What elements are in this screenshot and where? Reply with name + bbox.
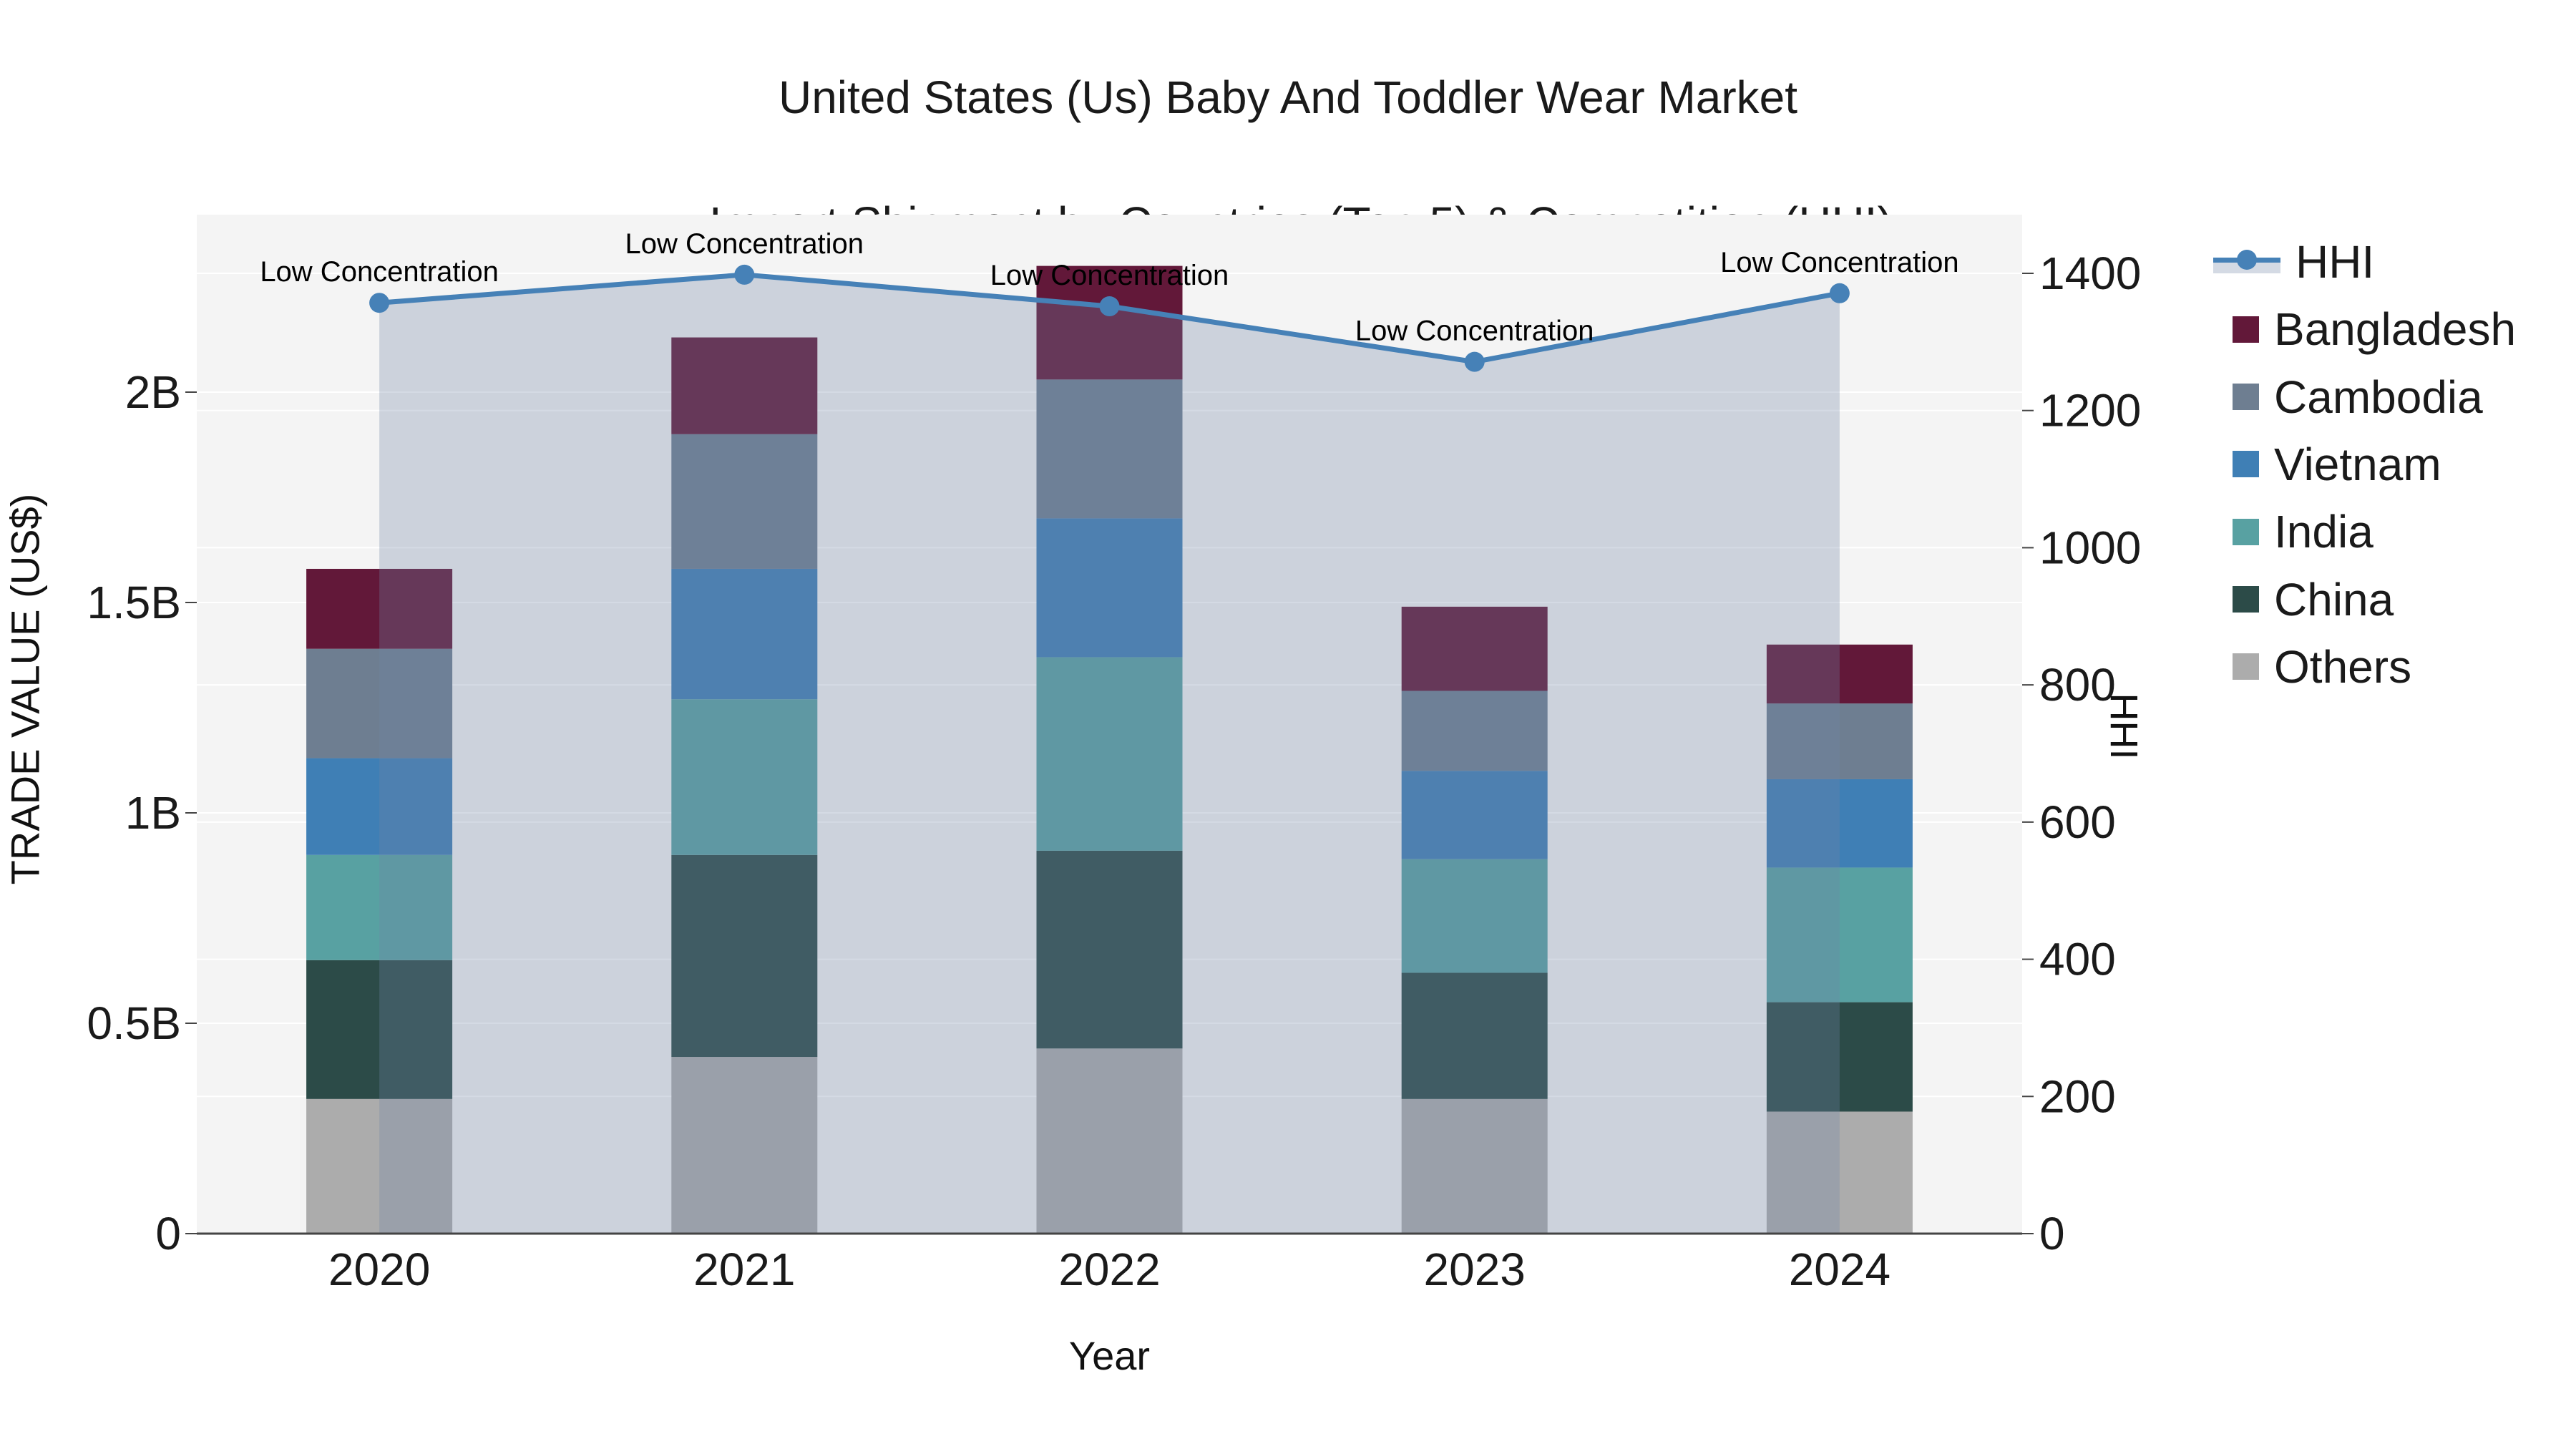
bar-segment-india-2020[interactable] <box>306 854 453 960</box>
bar-segment-india-2021[interactable] <box>671 699 818 855</box>
bar-segment-china-2023[interactable] <box>1401 972 1548 1099</box>
chart-title-line1: United States (Us) Baby And Toddler Wear… <box>778 72 1798 123</box>
x-axis-title: Year <box>1068 1333 1151 1378</box>
bar-segment-cambodia-2024[interactable] <box>1766 703 1913 779</box>
hhi-area-fill <box>379 274 1840 1234</box>
legend-swatch-india <box>2233 518 2259 545</box>
bar-segment-cambodia-2020[interactable] <box>306 648 453 758</box>
bar-segment-vietnam-2022[interactable] <box>1036 518 1183 658</box>
legend-item-cambodia[interactable]: Cambodia <box>2213 364 2483 431</box>
annotation-2022: Low Concentration <box>990 260 1229 291</box>
annotation-2020: Low Concentration <box>260 256 499 288</box>
x-tick-label-2024: 2024 <box>1789 1244 1890 1295</box>
bar-segment-china-2020[interactable] <box>306 960 453 1099</box>
bar-segment-others-2021[interactable] <box>671 1057 818 1234</box>
legend-item-china[interactable]: China <box>2213 566 2394 633</box>
bar-segment-bangladesh-2022[interactable] <box>1036 265 1183 380</box>
legend-item-hhi[interactable]: HHI <box>2213 228 2374 296</box>
y-left-axis-title: TRADE VALUE (US$) <box>2 493 48 885</box>
y-right-tick-label: 1400 <box>2039 248 2141 299</box>
legend-item-bangladesh[interactable]: Bangladesh <box>2213 296 2516 363</box>
hhi-line-sample-icon <box>2213 248 2280 276</box>
bar-segment-china-2022[interactable] <box>1036 850 1183 1049</box>
bar-segment-others-2023[interactable] <box>1401 1098 1548 1234</box>
bar-segment-china-2024[interactable] <box>1766 1002 1913 1112</box>
x-tick-label-2021: 2021 <box>693 1244 795 1295</box>
legend-label-cambodia: Cambodia <box>2274 371 2483 423</box>
y-right-axis-title: HHI <box>2102 693 2145 760</box>
bar-segment-vietnam-2021[interactable] <box>671 568 818 700</box>
legend-swatch-others <box>2233 653 2259 680</box>
bar-segment-cambodia-2023[interactable] <box>1401 691 1548 771</box>
legend-label-others: Others <box>2274 640 2412 693</box>
hhi-marker-2022[interactable] <box>1099 296 1120 317</box>
bar-segment-china-2021[interactable] <box>671 854 818 1058</box>
y-left-tick-label: 2B <box>125 366 181 418</box>
bar-segment-cambodia-2021[interactable] <box>671 434 818 569</box>
legend-swatch-china <box>2233 586 2259 613</box>
y-right-tick-label: 1000 <box>2039 522 2141 573</box>
y-left-tick-label: 0.5B <box>87 997 181 1049</box>
x-tick-label-2020: 2020 <box>328 1244 430 1295</box>
bar-segment-bangladesh-2020[interactable] <box>306 568 453 649</box>
bar-segment-india-2023[interactable] <box>1401 859 1548 973</box>
bar-segment-cambodia-2022[interactable] <box>1036 379 1183 519</box>
legend-label-india: India <box>2274 506 2373 558</box>
y-right-tick-label: 400 <box>2039 934 2116 985</box>
y-right-tick-label: 0 <box>2039 1208 2065 1259</box>
legend-label-china: China <box>2274 573 2394 625</box>
bar-segment-vietnam-2020[interactable] <box>306 758 453 855</box>
hhi-marker-2024[interactable] <box>1829 283 1850 303</box>
bar-segment-bangladesh-2021[interactable] <box>671 337 818 434</box>
hhi-marker-2023[interactable] <box>1464 351 1485 372</box>
legend-item-others[interactable]: Others <box>2213 633 2411 701</box>
x-tick-label-2022: 2022 <box>1058 1244 1160 1295</box>
x-tick-label-2023: 2023 <box>1424 1244 1526 1295</box>
y-right-tick-label: 200 <box>2039 1070 2116 1122</box>
bar-segment-india-2022[interactable] <box>1036 657 1183 851</box>
legend-item-india[interactable]: India <box>2213 498 2373 565</box>
bar-segment-vietnam-2023[interactable] <box>1401 771 1548 859</box>
legend-swatch-vietnam <box>2233 451 2259 478</box>
bar-segment-vietnam-2024[interactable] <box>1766 779 1913 868</box>
y-left-tick-label: 1B <box>125 787 181 839</box>
bar-segment-india-2024[interactable] <box>1766 867 1913 1002</box>
annotation-2023: Low Concentration <box>1355 316 1594 347</box>
bar-segment-others-2022[interactable] <box>1036 1048 1183 1234</box>
axis-ticks <box>185 273 2034 1234</box>
bar-segment-bangladesh-2024[interactable] <box>1766 644 1913 704</box>
bar-segment-bangladesh-2023[interactable] <box>1401 606 1548 691</box>
annotation-2024: Low Concentration <box>1720 247 1959 278</box>
y-right-tick-label: 800 <box>2039 659 2116 711</box>
legend-swatch-cambodia <box>2233 384 2259 411</box>
bar-series-group <box>306 265 1913 1234</box>
y-right-tick-label: 1200 <box>2039 385 2141 436</box>
y-left-tick-label: 0 <box>155 1208 181 1259</box>
bar-segment-others-2024[interactable] <box>1766 1111 1913 1234</box>
bar-segment-others-2020[interactable] <box>306 1098 453 1234</box>
hhi-marker-2020[interactable] <box>369 293 390 313</box>
y-left-tick-label: 1.5B <box>87 577 181 628</box>
legend-label-bangladesh: Bangladesh <box>2274 303 2517 356</box>
hhi-marker-swatch <box>2237 250 2257 270</box>
legend-label-vietnam: Vietnam <box>2274 438 2441 490</box>
legend-item-vietnam[interactable]: Vietnam <box>2213 431 2441 498</box>
annotation-2021: Low Concentration <box>625 228 864 260</box>
hhi-marker-2021[interactable] <box>734 264 755 285</box>
legend-label-hhi: HHI <box>2296 236 2375 288</box>
legend: HHI Bangladesh Cambodia Vietnam India China Ot… <box>2213 0 2571 1449</box>
y-right-tick-label: 600 <box>2039 796 2116 848</box>
legend-swatch-bangladesh <box>2233 316 2259 343</box>
